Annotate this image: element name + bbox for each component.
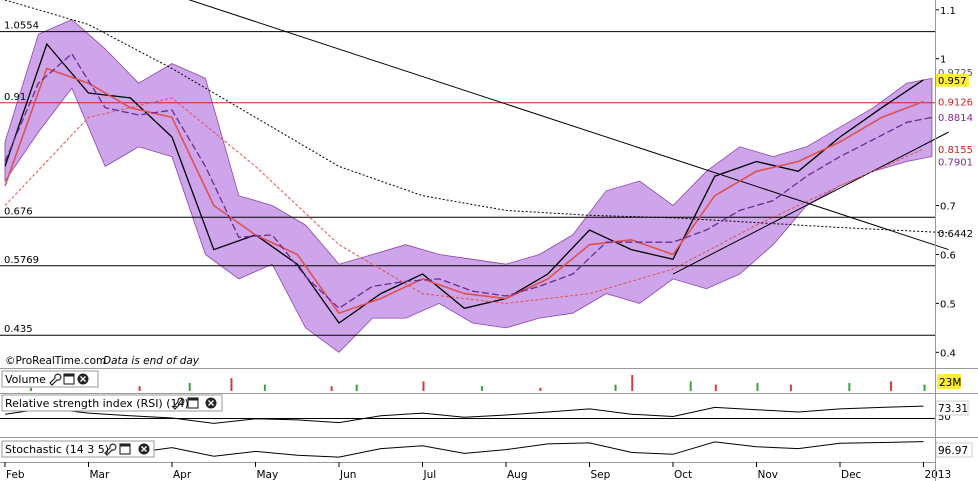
rsi-line bbox=[4, 405, 924, 424]
close-icon[interactable] bbox=[138, 443, 150, 455]
x-tick-label: Feb bbox=[6, 469, 25, 481]
volume-value-badge bbox=[937, 374, 961, 389]
volume-bars bbox=[30, 375, 926, 391]
stochastic-panel: Stochastic (14 3 5) 96.97 bbox=[0, 439, 973, 461]
rsi-panel: Relative strength index (RSI) (14) 50 73… bbox=[0, 394, 969, 435]
right-value-label: 0.957 bbox=[938, 76, 967, 87]
level-label: 0.5769 bbox=[4, 255, 39, 266]
horizontal-levels: 1.0554 0.91 0.676 0.5769 0.435 bbox=[0, 21, 935, 336]
volume-bar bbox=[355, 384, 358, 391]
volume-bar bbox=[138, 386, 141, 391]
ma-long-line bbox=[4, 97, 924, 304]
volume-title: Volume bbox=[5, 373, 46, 386]
x-tick-label: Jul bbox=[423, 469, 437, 481]
end-of-day-note: Data is end of day bbox=[103, 355, 200, 367]
volume-bar bbox=[614, 384, 617, 391]
stochastic-value: 96.97 bbox=[938, 445, 968, 457]
wrench-icon[interactable] bbox=[49, 373, 62, 386]
x-tick-label: Oct bbox=[674, 469, 692, 481]
stochastic-line bbox=[4, 441, 924, 458]
trendline bbox=[188, 0, 949, 251]
right-value-label: 0.9725 bbox=[938, 68, 973, 79]
volume-bar bbox=[789, 384, 792, 391]
x-tick-label: Aug bbox=[507, 469, 528, 481]
volume-bar bbox=[263, 384, 266, 391]
volume-bar bbox=[714, 384, 717, 391]
right-value-label: 0.9126 bbox=[938, 97, 973, 108]
x-tick-label: Mar bbox=[90, 469, 110, 481]
trendlines bbox=[188, 0, 949, 275]
copyright-text: ©ProRealTime.com bbox=[5, 355, 106, 367]
close-icon[interactable] bbox=[205, 397, 217, 409]
stochastic-plot-area bbox=[0, 439, 935, 461]
x-axis: Feb Mar Apr May Jun Jul Aug Sep Oct Nov Dec 2013 bbox=[4, 462, 952, 481]
wrench-icon[interactable] bbox=[172, 397, 185, 410]
x-tick-label: Nov bbox=[758, 469, 779, 481]
rsi-value: 73.31 bbox=[938, 403, 968, 415]
stochastic-path bbox=[4, 441, 924, 458]
volume-bar bbox=[890, 381, 893, 391]
level-label: 0.676 bbox=[4, 206, 33, 217]
value-badge bbox=[936, 73, 969, 87]
price-panel: 1.0554 0.91 0.676 0.5769 0.435 1.1 1 0.7 0.6 0.5… bbox=[0, 0, 973, 367]
y-tick-label: 0.5 bbox=[940, 299, 956, 310]
x-tick-label: Apr bbox=[173, 469, 192, 481]
stochastic-header bbox=[1, 440, 155, 458]
long-ma-line bbox=[4, 0, 949, 234]
right-value-label: 0.8814 bbox=[938, 113, 973, 124]
volume-bar bbox=[848, 383, 851, 391]
rsi-header bbox=[1, 394, 223, 412]
wrench-icon[interactable] bbox=[104, 443, 117, 456]
volume-plot-area bbox=[0, 370, 935, 392]
x-tick-label: Sep bbox=[591, 469, 611, 481]
ma-short-line bbox=[4, 67, 924, 315]
bollinger-mid-line bbox=[4, 52, 933, 310]
volume-bar bbox=[539, 387, 542, 391]
volume-bar bbox=[330, 386, 333, 391]
close-line bbox=[4, 42, 924, 324]
volume-bar bbox=[631, 375, 634, 391]
y-tick-label: 0.7 bbox=[940, 202, 956, 213]
bollinger-fill bbox=[4, 19, 933, 353]
volume-bar bbox=[480, 386, 483, 391]
volume-bar bbox=[230, 378, 233, 391]
level-label: 0.435 bbox=[4, 324, 33, 335]
window-icon[interactable] bbox=[119, 443, 131, 455]
bollinger-band bbox=[4, 19, 933, 353]
volume-panel: Volume 23M bbox=[0, 370, 961, 392]
right-value-label: 0.6442 bbox=[938, 229, 973, 240]
y-tick-label: 1.1 bbox=[940, 6, 956, 17]
stochastic-title: Stochastic (14 3 5) bbox=[5, 443, 109, 456]
rsi-scale-label: 50 bbox=[938, 412, 951, 423]
x-tick-label: May bbox=[257, 469, 279, 481]
volume-value: 23M bbox=[939, 377, 961, 389]
volume-bar bbox=[756, 383, 759, 391]
rsi-path bbox=[4, 405, 924, 424]
level-label: 0.91 bbox=[4, 92, 26, 103]
close-icon[interactable] bbox=[77, 373, 89, 385]
x-tick-label: 2013 bbox=[925, 469, 952, 481]
price-series bbox=[4, 0, 949, 324]
y-tick-label: 1 bbox=[940, 55, 946, 66]
x-tick-label: Dec bbox=[841, 469, 862, 481]
x-tick-label: Jun bbox=[339, 469, 356, 481]
rsi-title: Relative strength index (RSI) (14) bbox=[5, 397, 189, 410]
window-icon[interactable] bbox=[187, 397, 199, 409]
volume-bar bbox=[30, 387, 33, 391]
right-value-label: 0.8155 bbox=[938, 145, 973, 156]
window-icon[interactable] bbox=[63, 373, 75, 385]
y-tick-label: 0.6 bbox=[940, 250, 956, 261]
y-tick-label: 0.4 bbox=[940, 348, 956, 359]
volume-bar bbox=[422, 381, 425, 391]
volume-bar bbox=[689, 381, 692, 391]
level-label: 1.0554 bbox=[4, 21, 39, 32]
volume-bar bbox=[923, 384, 926, 391]
volume-bar bbox=[188, 383, 191, 391]
right-value-label: 0.7901 bbox=[938, 157, 973, 168]
trendline bbox=[672, 131, 949, 275]
price-y-axis: 1.1 1 0.7 0.6 0.5 0.4 bbox=[935, 6, 956, 359]
